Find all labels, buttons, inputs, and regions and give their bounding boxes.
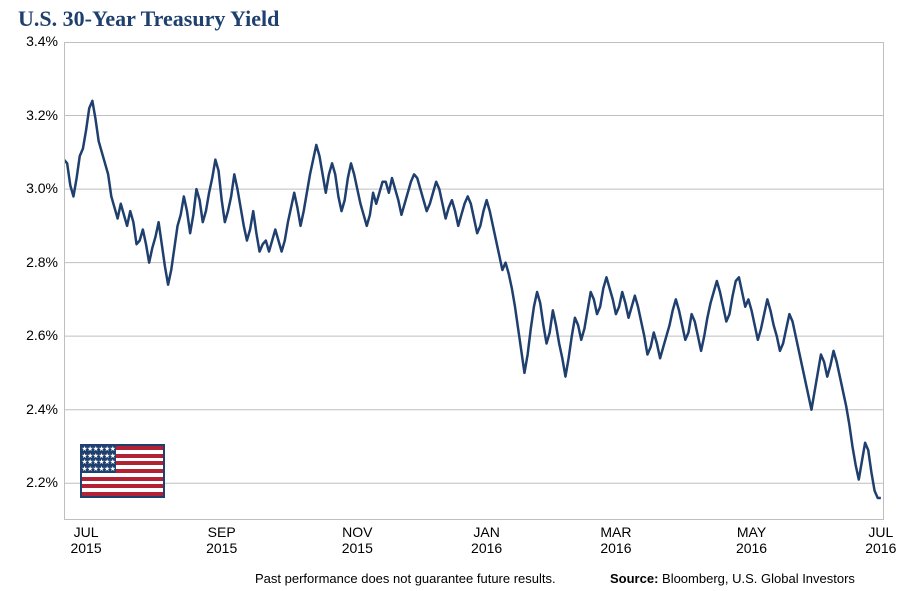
- x-tick-label: MAY 2016: [722, 524, 782, 556]
- x-tick-label: JUL 2016: [851, 524, 900, 556]
- plot-border: [64, 42, 884, 520]
- chart-title: U.S. 30-Year Treasury Yield: [18, 6, 279, 32]
- y-tick-label: 2.4%: [14, 401, 58, 417]
- source-text: Source: Bloomberg, U.S. Global Investors: [610, 571, 855, 586]
- source-label: Source:: [610, 571, 658, 586]
- x-tick-label: MAR 2016: [586, 524, 646, 556]
- x-tick-label: SEP 2015: [192, 524, 252, 556]
- source-value: Bloomberg, U.S. Global Investors: [658, 571, 855, 586]
- y-tick-label: 2.6%: [14, 327, 58, 343]
- disclaimer-text: Past performance does not guarantee futu…: [255, 571, 556, 586]
- plot-area: [64, 42, 884, 520]
- us-flag-icon: ★★★★★★★★★★★★★★★★★★★★★★★★: [80, 444, 165, 498]
- y-tick-label: 3.4%: [14, 33, 58, 49]
- y-tick-label: 3.0%: [14, 180, 58, 196]
- x-tick-label: JUL 2015: [56, 524, 116, 556]
- y-tick-label: 2.2%: [14, 474, 58, 490]
- x-tick-label: JAN 2016: [457, 524, 517, 556]
- y-tick-label: 2.8%: [14, 254, 58, 270]
- y-tick-label: 3.2%: [14, 107, 58, 123]
- x-tick-label: NOV 2015: [327, 524, 387, 556]
